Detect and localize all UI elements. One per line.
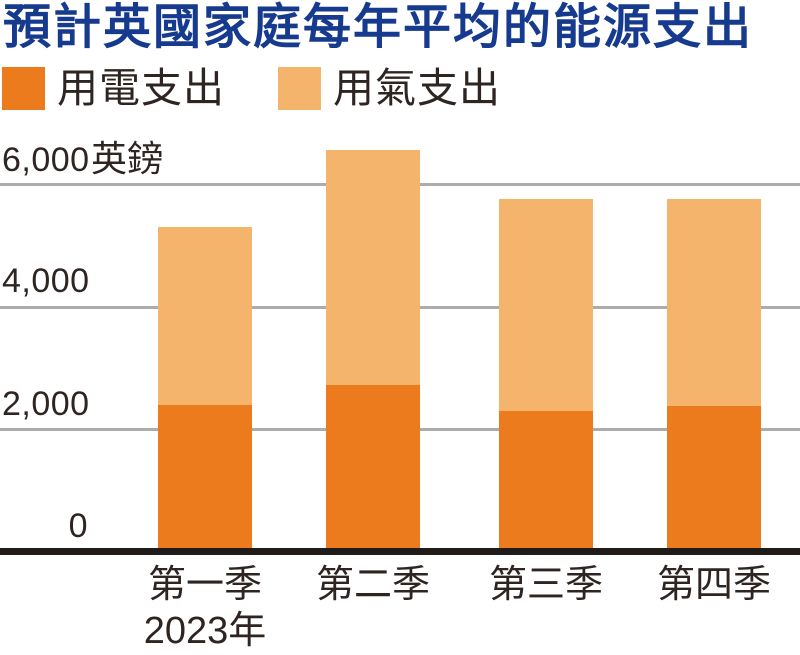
y-tick-label: 0 [68,507,88,545]
legend-item-electricity: 用電支出 [2,66,225,110]
x-tick-label: 第三季 [488,564,603,606]
bar-segment-gas [667,199,761,406]
x-year-label: 2023年 [143,610,267,652]
bar-segment-gas [499,198,593,412]
x-tick-label: 第四季 [656,564,771,606]
bar-segment-electricity [499,411,593,552]
bar-segment-electricity [667,405,761,552]
x-tick-label: 第一季 [147,564,262,606]
bar-segment-gas [158,227,252,405]
bar-segment-electricity [326,384,420,552]
y-tick-label: 6,000英鎊 [2,137,164,179]
y-tick-label: 2,000 [2,384,90,423]
electricity-swatch-icon [2,66,45,110]
chart-title: 預計英國家庭每年平均的能源支出 [3,1,754,54]
bar-group [158,227,252,552]
bar-segment-electricity [158,405,252,552]
bar-group [499,198,593,552]
bar-segment-gas [326,150,420,385]
legend-item-gas: 用氣支出 [278,66,501,110]
gas-swatch-icon [278,66,321,110]
y-tick-label: 4,000 [2,262,90,300]
legend-label-electricity: 用電支出 [57,65,225,111]
legend-label-gas: 用氣支出 [333,65,501,111]
x-axis-line [0,548,800,555]
bar-group [326,150,420,552]
x-tick-label: 第二季 [315,564,430,606]
bar-group [667,199,761,552]
